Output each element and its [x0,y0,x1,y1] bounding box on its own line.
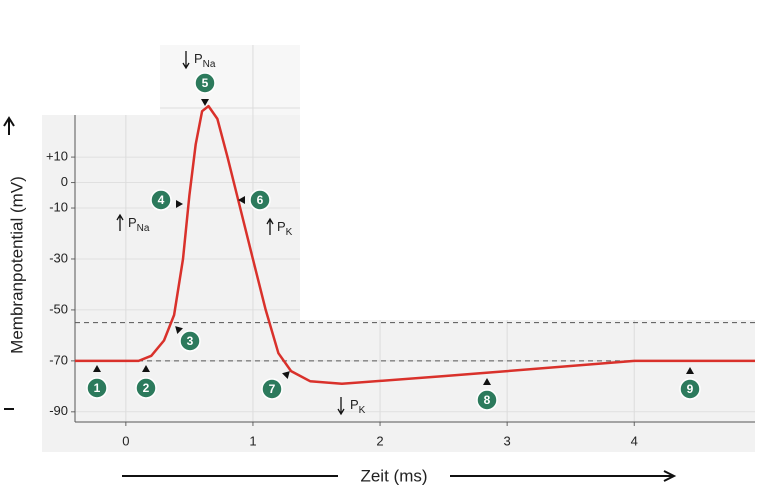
step-marker [261,378,283,400]
permeability-subscript: K [359,405,366,416]
permeability-symbol: P [194,51,203,66]
permeability-arrow [337,397,345,416]
permeability-subscript: K [286,227,293,238]
x-tick-label: 3 [504,433,511,448]
step-number: 7 [269,382,276,396]
step-number: 8 [484,393,491,407]
step-number: 3 [187,334,194,348]
y-tick-label: -10 [49,199,68,214]
x-tick-label: 1 [249,433,256,448]
step-marker [135,377,157,399]
permeability-subscript: Na [137,223,150,234]
step-marker [249,189,271,211]
step-pointer [93,365,101,372]
x-tick-label: 0 [122,433,129,448]
y-tick-label: -50 [49,301,68,316]
step-marker [150,189,172,211]
step-number: 6 [257,193,264,207]
permeability-subscript: Na [203,59,216,70]
x-tick-label: 2 [376,433,383,448]
x-tick-label: 4 [631,433,638,448]
step-pointer [201,99,209,106]
y-axis-label: Membranpotential (mV) [7,176,26,354]
step-pointer [175,326,183,334]
step-pointer [142,365,150,372]
step-marker [679,378,701,400]
permeability-label: PNa [194,51,216,69]
step-pointer [282,371,290,379]
permeability-label: PNa [128,215,150,233]
permeability-arrow [116,213,124,231]
permeability-arrow [182,51,190,70]
permeability-symbol: P [128,215,137,230]
step-marker [476,389,498,411]
permeability-symbol: P [277,219,286,234]
plot-background [42,45,755,452]
step-pointer [483,378,491,385]
step-pointer [176,200,183,208]
permeability-label: PK [277,219,293,237]
step-number: 4 [158,193,165,207]
step-marker [194,72,216,94]
step-number: 5 [202,76,209,90]
y-tick-label: -90 [49,403,68,418]
step-pointer [238,196,245,204]
step-marker [86,377,108,399]
step-pointer [686,367,694,374]
x-label-arrow [450,470,677,482]
step-number: 2 [143,381,150,395]
step-marker [179,330,201,352]
y-tick-label: 0 [61,174,68,189]
permeability-arrow [266,217,274,235]
permeability-symbol: P [350,397,359,412]
y-tick-label: +10 [46,149,68,164]
y-tick-label: -70 [49,352,68,367]
x-axis-label: Zeit (ms) [360,466,427,485]
step-number: 1 [94,381,101,395]
y-label-arrow [3,116,15,135]
step-number: 9 [687,382,694,396]
ap-curve [75,104,755,386]
y-tick-label: -30 [49,250,68,265]
permeability-label: PK [350,397,366,415]
